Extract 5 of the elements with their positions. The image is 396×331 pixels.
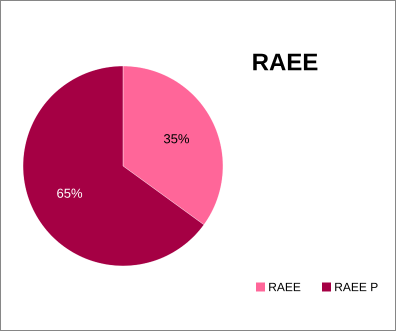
data-label: 65% xyxy=(57,188,82,198)
legend-label: RAEE P xyxy=(335,282,378,292)
legend-label: RAEE xyxy=(269,282,300,292)
chart-title: RAEE xyxy=(253,54,318,70)
data-label: 35% xyxy=(164,134,190,144)
